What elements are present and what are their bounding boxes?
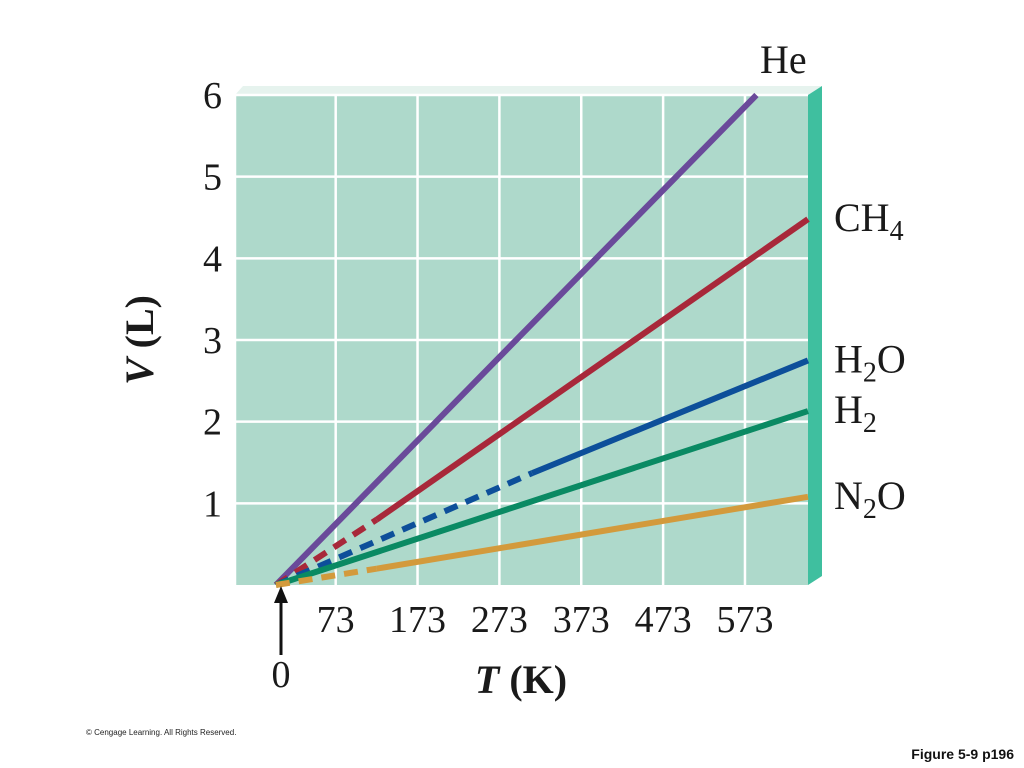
series-h2o-line (531, 357, 810, 476)
series-h2-line (274, 408, 809, 588)
series-label-tail: O (877, 473, 906, 518)
series-n2o-extrapolated (275, 565, 378, 588)
series-ch4-extrapolated (274, 517, 379, 588)
x-axis-unit: (K) (499, 657, 567, 702)
y-tick-label: 1 (203, 483, 222, 525)
y-axis-var: V (117, 355, 162, 385)
y-tick-label: 3 (203, 320, 222, 362)
y-axis-title: V (L) (117, 295, 162, 385)
series-label-tail: O (877, 336, 906, 381)
plot-top-face (235, 86, 822, 95)
y-tick-label: 5 (203, 157, 222, 199)
series-label-subscript: 2 (863, 494, 877, 525)
y-tick-label: 2 (203, 402, 222, 444)
series-label-main: CH (834, 195, 890, 240)
series-label-main: H (834, 387, 863, 432)
series-label-subscript: 4 (890, 216, 904, 247)
series-label-h2: H2 (834, 387, 877, 439)
series-label-main: N (834, 473, 863, 518)
series-label-h2o: H2O (834, 336, 906, 388)
series-n2o-line (376, 493, 809, 572)
x-tick-label: 573 (716, 599, 773, 641)
zero-arrow-head (274, 586, 288, 603)
y-tick-label: 4 (203, 238, 222, 280)
x-tick-label: 373 (553, 599, 610, 641)
x-tick-label: 173 (389, 599, 446, 641)
series-label-ch4: CH4 (834, 195, 904, 247)
series-layer (273, 92, 810, 588)
zero-arrow: 0 (272, 586, 291, 696)
x-axis: 73 173 273 373 473 573 (317, 599, 774, 641)
y-axis-unit: (L) (117, 295, 162, 358)
series-label-he: He (760, 37, 807, 82)
x-axis-title: T (K) (475, 657, 567, 702)
series-label-main: He (760, 37, 807, 82)
series-ch4-line (374, 216, 810, 523)
x-axis-var: T (475, 657, 501, 702)
copyright-notice: © Cengage Learning. All Rights Reserved. (86, 728, 237, 737)
x-tick-label: 473 (635, 599, 692, 641)
series-he-line (273, 92, 759, 588)
series-label-subscript: 2 (863, 408, 877, 439)
figure-caption: Figure 5-9 p196 (911, 746, 1014, 762)
x-tick-label: 273 (471, 599, 528, 641)
series-label-main: H (834, 336, 863, 381)
plot-side-face (808, 86, 822, 585)
plot-3d-frame (235, 86, 822, 585)
series-label-n2o: N2O (834, 473, 906, 525)
x-zero-label: 0 (272, 654, 291, 696)
series-label-subscript: 2 (863, 357, 877, 388)
x-tick-label: 73 (317, 599, 355, 641)
series-h2o-extrapolated (274, 470, 534, 588)
y-tick-label: 6 (203, 75, 222, 117)
y-axis: 1 2 3 4 5 6 (203, 75, 222, 525)
